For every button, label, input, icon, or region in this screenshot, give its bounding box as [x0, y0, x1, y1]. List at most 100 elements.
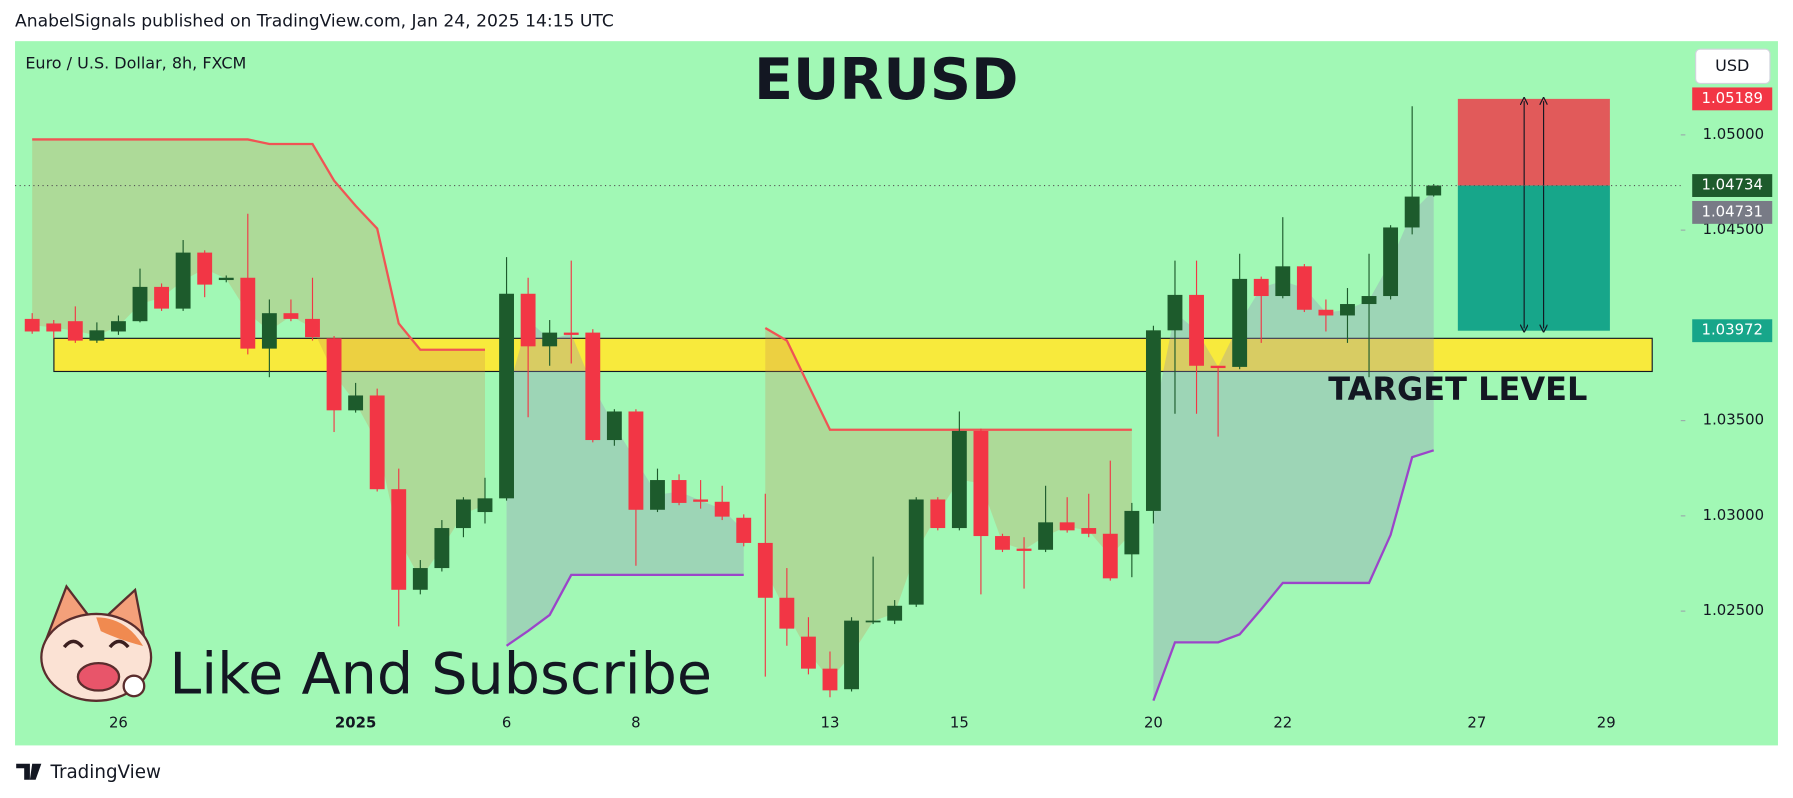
candle-body — [1426, 185, 1442, 196]
candle-body — [175, 252, 191, 309]
candle-body — [822, 668, 838, 691]
candle-body — [1124, 510, 1140, 555]
candle-body — [844, 620, 859, 690]
lower_band-fill — [506, 320, 744, 646]
currency-label[interactable]: USD — [1715, 56, 1749, 75]
candle-body — [1232, 278, 1248, 367]
axis-layer: TARGET LEVEL 1.02500 1.03000 1.03500 1.04500… — [109, 87, 1773, 732]
upper_band-line — [32, 138, 1132, 431]
candle-body — [412, 568, 428, 590]
candle-body — [1296, 266, 1312, 310]
upper_band-fill — [765, 328, 1132, 680]
candle-body — [434, 528, 450, 569]
candle-body — [1038, 522, 1054, 550]
footer-brand: TradingView — [49, 762, 161, 783]
price-badge — [1692, 200, 1773, 224]
candle-body — [1340, 304, 1355, 316]
price-badge-label: 1.04731 — [1702, 202, 1763, 220]
footer-logo — [16, 763, 42, 780]
price-badge — [1692, 87, 1773, 111]
candle-body — [1318, 309, 1334, 316]
candle-body — [67, 321, 83, 341]
candle-body — [89, 330, 105, 341]
candle-body — [24, 318, 40, 332]
x-tick-label: 27 — [1467, 714, 1486, 732]
candle-body — [995, 536, 1010, 550]
candle-body — [865, 620, 881, 623]
y-tick-label: 1.05000 — [1703, 125, 1764, 143]
candle-body — [779, 597, 795, 629]
x-tick-label: 15 — [950, 714, 969, 732]
candle-body — [1059, 522, 1075, 531]
candle-body — [1016, 548, 1032, 551]
marks-layer — [15, 98, 1681, 702]
currency-button[interactable] — [1695, 48, 1771, 85]
x-tick-label: 2025 — [335, 714, 376, 732]
candle-body — [563, 332, 579, 335]
x-tick-label: 20 — [1144, 714, 1163, 732]
back-layer — [32, 139, 1653, 701]
lower_band-fill — [1153, 190, 1434, 701]
candle-body — [1404, 196, 1420, 228]
candle-body — [283, 313, 299, 319]
y-tick-label: 1.03500 — [1703, 411, 1764, 429]
lower_band-line — [505, 449, 1435, 702]
candle-body — [1275, 266, 1291, 297]
candle-body — [520, 293, 536, 347]
candle-body — [391, 489, 407, 590]
candle-body — [736, 517, 752, 543]
candle-body — [499, 293, 514, 499]
candle-body — [326, 338, 342, 411]
price-badge — [1692, 319, 1773, 343]
cat-icon — [40, 584, 153, 702]
candle-body — [930, 499, 946, 529]
candle-body — [261, 313, 277, 349]
call-to-action: Like And Subscribe — [169, 642, 712, 708]
candle-body — [1145, 330, 1161, 511]
candle-body — [693, 499, 709, 502]
candle-body — [757, 542, 773, 598]
candle-body — [951, 430, 967, 529]
zone-label: TARGET LEVEL — [1328, 370, 1587, 408]
y-tick-label: 1.03000 — [1703, 506, 1764, 524]
x-tick-label: 6 — [502, 714, 511, 732]
candle-body — [369, 395, 385, 490]
x-tick-label: 8 — [631, 714, 640, 732]
chart-title: EURUSD — [754, 47, 1018, 113]
candle-body — [714, 501, 730, 517]
candle-body — [218, 277, 234, 281]
symbol-label: Euro / U.S. Dollar, 8h, FXCM — [25, 54, 246, 73]
price-badge-label: 1.05189 — [1702, 89, 1763, 107]
price-badge-label: 1.03972 — [1702, 321, 1763, 339]
candle-body — [1383, 227, 1399, 297]
candle-body — [908, 499, 924, 605]
position-stop-zone — [1457, 98, 1610, 186]
candle-body — [606, 411, 622, 441]
candle-body — [628, 411, 644, 510]
candle-body — [1167, 294, 1183, 331]
candle-body — [973, 430, 989, 537]
x-tick-label: 26 — [109, 714, 128, 732]
candle-body — [585, 332, 601, 441]
x-tick-label: 22 — [1273, 714, 1292, 732]
publisher-line: AnabelSignals published on TradingView.c… — [15, 12, 614, 32]
candle-body — [132, 286, 148, 322]
candle-body — [671, 480, 687, 503]
candle-body — [1081, 528, 1097, 534]
y-tick-label: 1.02500 — [1703, 601, 1764, 619]
candle-body — [305, 318, 320, 338]
candle-body — [111, 321, 126, 332]
candle-body — [1210, 365, 1226, 369]
candle-body — [154, 286, 169, 309]
upper_band-fill — [32, 139, 485, 579]
candle-body — [455, 499, 471, 529]
price-badge-label: 1.04734 — [1702, 176, 1763, 194]
candle-body — [46, 323, 62, 332]
x-tick-label: 29 — [1597, 714, 1616, 732]
candle-body — [348, 395, 364, 411]
candle-body — [650, 480, 665, 510]
price-badge — [1692, 174, 1773, 197]
candle-body — [197, 252, 213, 285]
candle-body — [542, 332, 558, 347]
